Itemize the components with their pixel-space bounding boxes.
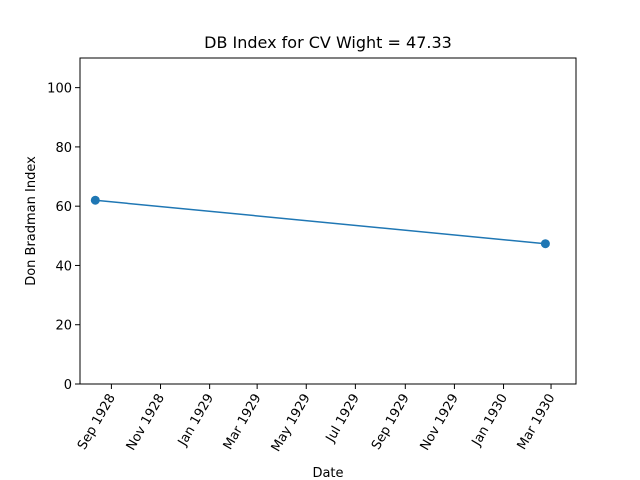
y-tick-label: 40	[55, 259, 72, 274]
series-line	[95, 199, 546, 245]
axes-frame	[79, 57, 577, 385]
y-tick-label: 80	[55, 141, 72, 156]
series-layer	[90, 195, 550, 249]
y-axis-label: Don Bradman Index	[24, 156, 39, 286]
data-point	[540, 239, 550, 249]
y-tick-label: 0	[64, 378, 72, 393]
y-axis: 0 20 40 60 80 100	[47, 82, 80, 393]
y-tick-label: 20	[55, 319, 72, 334]
data-point	[90, 195, 100, 205]
y-tick-label: 60	[55, 200, 72, 215]
y-tick-label: 100	[47, 82, 72, 97]
chart-title: DB Index for CV Wight = 47.33	[204, 33, 452, 52]
x-axis-label: Date	[312, 466, 343, 480]
